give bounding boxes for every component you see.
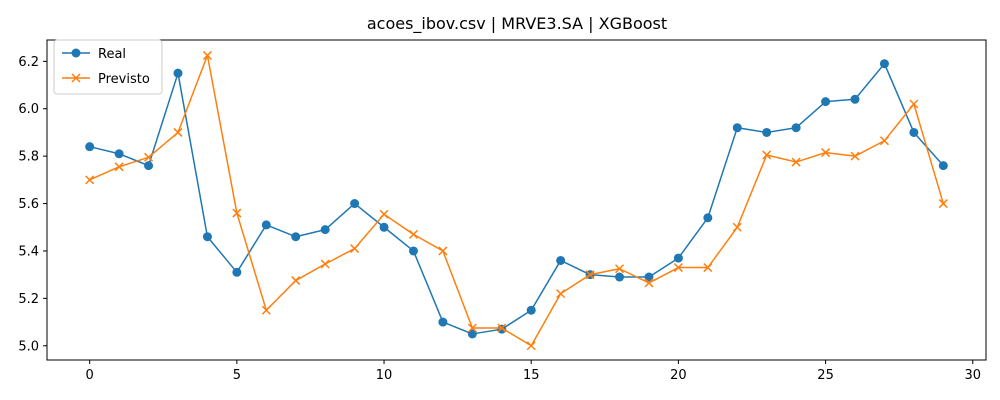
data-point-real	[173, 68, 183, 78]
data-point-real	[467, 329, 477, 339]
data-point-previsto	[821, 148, 831, 158]
series-layer	[85, 50, 948, 351]
data-point-real	[615, 272, 625, 282]
data-point-real	[379, 222, 389, 232]
y-tick-label: 6.2	[18, 55, 39, 70]
chart-title: acoes_ibov.csv | MRVE3.SA | XGBoost	[367, 14, 667, 34]
y-tick-label: 5.6	[18, 197, 39, 212]
data-point-previsto	[291, 276, 301, 286]
data-point-real	[909, 127, 919, 137]
data-point-previsto	[703, 263, 713, 273]
y-tick-label: 5.2	[18, 292, 39, 307]
data-point-previsto	[614, 264, 625, 274]
data-point-previsto	[173, 127, 183, 137]
data-point-real	[408, 246, 418, 256]
data-point-previsto	[526, 341, 536, 351]
data-point-previsto	[320, 259, 330, 269]
data-point-real	[732, 123, 742, 133]
legend-previsto-marker	[71, 73, 81, 83]
data-point-previsto	[556, 289, 566, 299]
data-point-real	[850, 94, 860, 104]
data-point-real	[114, 149, 124, 159]
data-point-previsto	[85, 175, 95, 185]
data-point-real	[144, 161, 154, 171]
series-previsto	[85, 50, 948, 351]
data-point-real	[320, 225, 330, 235]
data-point-real	[526, 305, 536, 315]
data-point-previsto	[585, 270, 595, 280]
x-tick-label: 0	[86, 368, 94, 383]
data-point-previsto	[438, 246, 448, 256]
series-real	[85, 59, 948, 339]
legend-label-previsto: Previsto	[98, 72, 150, 87]
y-tick-label: 6.0	[18, 102, 39, 117]
data-point-previsto	[261, 305, 271, 315]
data-point-previsto	[762, 150, 772, 160]
x-tick-label: 15	[523, 368, 540, 383]
x-tick-label: 10	[376, 368, 393, 383]
data-point-previsto	[644, 278, 654, 288]
x-tick-label: 25	[817, 368, 834, 383]
data-point-previsto	[791, 157, 801, 167]
data-point-real	[879, 59, 889, 69]
y-axis: 5.0 5.2 5.4 5.6 5.8 6.0 6.2	[18, 55, 47, 354]
data-point-real	[350, 199, 360, 209]
data-point-previsto	[114, 162, 124, 172]
data-point-real	[673, 253, 683, 263]
legend-real-marker	[71, 48, 81, 58]
data-point-real	[821, 97, 831, 107]
y-tick-label: 5.8	[18, 150, 39, 165]
data-point-real	[556, 255, 566, 265]
data-point-previsto	[909, 99, 919, 109]
data-point-real	[791, 123, 801, 133]
data-point-real	[438, 317, 448, 327]
data-point-previsto	[879, 136, 889, 146]
data-point-previsto	[379, 209, 389, 219]
legend: Real Previsto	[53, 39, 163, 95]
data-point-previsto	[350, 244, 360, 254]
x-tick-label: 30	[964, 368, 981, 383]
x-tick-label: 5	[233, 368, 241, 383]
y-tick-label: 5.4	[18, 244, 39, 259]
y-tick-label: 5.0	[18, 339, 39, 354]
data-point-previsto	[497, 323, 507, 333]
data-point-real	[261, 220, 271, 230]
series-line-previsto	[89, 54, 945, 347]
plot-area-frame	[46, 39, 987, 361]
data-point-real	[644, 272, 654, 282]
legend-label-real: Real	[98, 47, 126, 62]
data-point-real	[232, 267, 242, 277]
data-point-previsto	[408, 229, 419, 239]
data-point-previsto	[732, 222, 742, 232]
data-point-previsto	[673, 263, 683, 273]
data-point-previsto	[467, 323, 477, 333]
data-point-previsto	[850, 151, 860, 161]
data-point-real	[762, 127, 772, 137]
data-point-real	[202, 232, 212, 242]
data-point-real	[85, 142, 95, 152]
data-point-previsto	[232, 208, 242, 218]
x-axis: 0 5 10 15 20 25 30	[86, 360, 981, 383]
data-point-previsto	[144, 152, 154, 162]
data-point-previsto	[202, 50, 212, 60]
x-tick-label: 20	[670, 368, 687, 383]
data-point-real	[497, 324, 507, 334]
series-line-real	[89, 62, 944, 335]
data-point-real	[703, 213, 713, 223]
data-point-previsto	[938, 199, 948, 209]
data-point-real	[938, 161, 948, 171]
data-point-real	[291, 232, 301, 242]
